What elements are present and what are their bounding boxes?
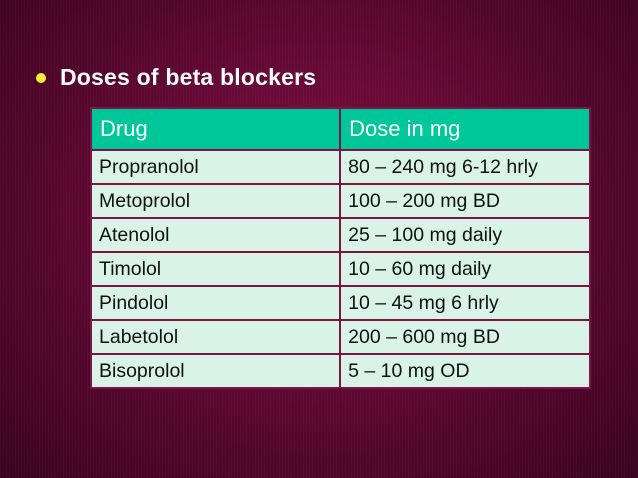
drug-cell: Labetolol bbox=[89, 319, 342, 355]
drug-cell: Bisoprolol bbox=[89, 353, 342, 389]
dose-table: Drug Dose in mg Propranolol 80 – 240 mg … bbox=[89, 107, 591, 389]
table-row: Timolol 10 – 60 mg daily bbox=[89, 251, 591, 287]
bullet-dot-icon bbox=[36, 72, 46, 83]
table-row: Metoprolol 100 – 200 mg BD bbox=[89, 183, 591, 219]
dose-cell: 200 – 600 mg BD bbox=[339, 319, 591, 355]
header-drug: Drug bbox=[89, 107, 342, 151]
dose-cell: 10 – 60 mg daily bbox=[339, 251, 591, 287]
table-row: Pindolol 10 – 45 mg 6 hrly bbox=[89, 285, 591, 321]
dose-cell: 100 – 200 mg BD bbox=[339, 183, 591, 219]
table-row: Propranolol 80 – 240 mg 6-12 hrly bbox=[89, 149, 591, 185]
drug-cell: Timolol bbox=[89, 251, 342, 287]
dose-cell: 25 – 100 mg daily bbox=[339, 217, 591, 253]
bullet-heading: Doses of beta blockers bbox=[36, 64, 316, 91]
drug-cell: Atenolol bbox=[89, 217, 342, 253]
bullet-heading-text: Doses of beta blockers bbox=[60, 64, 317, 90]
table-row: Atenolol 25 – 100 mg daily bbox=[89, 217, 591, 253]
dose-cell: 10 – 45 mg 6 hrly bbox=[339, 285, 591, 321]
drug-cell: Metoprolol bbox=[89, 183, 342, 219]
table-row: Bisoprolol 5 – 10 mg OD bbox=[89, 353, 591, 389]
drug-cell: Propranolol bbox=[89, 149, 342, 185]
dose-cell: 80 – 240 mg 6-12 hrly bbox=[339, 149, 591, 185]
drug-cell: Pindolol bbox=[89, 285, 342, 321]
table-row: Labetolol 200 – 600 mg BD bbox=[89, 319, 591, 355]
header-dose: Dose in mg bbox=[339, 107, 591, 151]
dose-cell: 5 – 10 mg OD bbox=[339, 353, 591, 389]
table-header-row: Drug Dose in mg bbox=[89, 107, 591, 151]
